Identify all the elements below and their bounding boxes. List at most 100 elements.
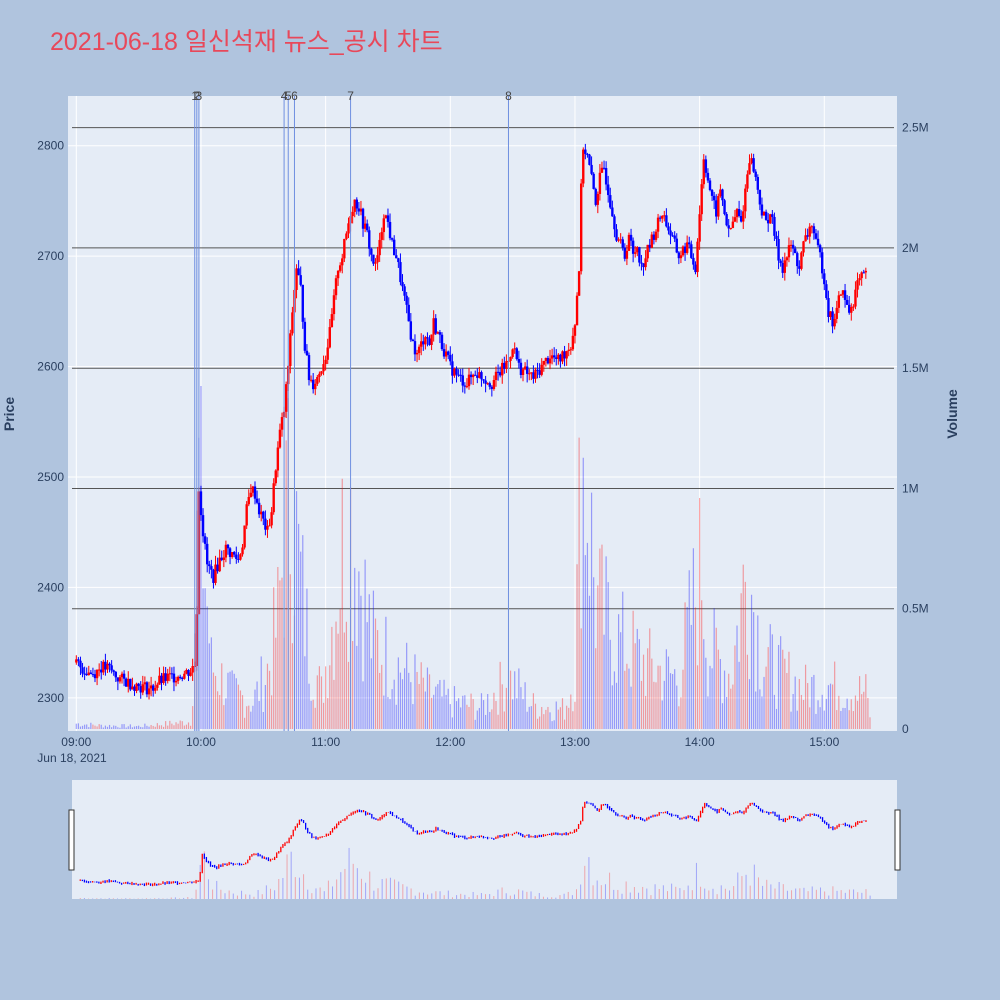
candle-body xyxy=(710,190,714,196)
candle-body xyxy=(264,518,267,530)
candle-body xyxy=(540,364,543,375)
candle-body xyxy=(139,686,142,693)
candle-body xyxy=(552,355,556,358)
candle-body xyxy=(557,354,560,359)
candle-body xyxy=(482,379,485,381)
candle-body xyxy=(848,304,851,313)
candle-body xyxy=(440,334,444,350)
candle-body xyxy=(305,350,309,356)
slider-handle-right[interactable] xyxy=(894,809,901,871)
volume-tick-label: 0 xyxy=(902,722,909,736)
candle-body xyxy=(276,447,280,471)
candle-body xyxy=(106,663,109,670)
candle-body xyxy=(154,687,157,691)
candle-body xyxy=(667,226,670,231)
candle-body xyxy=(673,235,676,239)
candle-body xyxy=(521,369,525,375)
candle-body xyxy=(704,159,708,173)
candle-body xyxy=(654,231,658,240)
candle-body xyxy=(492,380,496,389)
range-slider[interactable] xyxy=(72,780,897,899)
candle-body xyxy=(715,200,718,217)
candle-body xyxy=(808,226,811,237)
candle-body xyxy=(661,216,664,219)
candle-body xyxy=(721,189,724,201)
candle-body xyxy=(178,676,182,678)
candle-body xyxy=(850,307,853,313)
candle-body xyxy=(814,233,818,239)
candle-body xyxy=(422,341,425,345)
candle-body xyxy=(575,295,579,326)
candle-body xyxy=(237,558,240,560)
candle-body xyxy=(309,379,313,381)
candle-body xyxy=(494,371,498,381)
price-tick-label: 2800 xyxy=(37,139,64,153)
candle-body xyxy=(669,230,672,236)
candle-body xyxy=(764,211,768,220)
candle-body xyxy=(220,557,223,560)
candle-body xyxy=(170,673,174,675)
candle-body xyxy=(854,289,857,307)
candle-body xyxy=(405,295,408,305)
candle-body xyxy=(224,544,228,558)
candle-body xyxy=(737,209,741,217)
candle-body xyxy=(821,252,824,274)
candle-body xyxy=(449,354,452,362)
candle-body xyxy=(332,295,336,315)
candle-body xyxy=(806,235,809,237)
candle-body xyxy=(95,669,99,679)
candle-body xyxy=(149,685,153,689)
candle-body xyxy=(353,199,356,212)
candle-body xyxy=(401,282,404,287)
candle-body xyxy=(609,195,612,208)
candle-body xyxy=(519,362,523,375)
candle-body xyxy=(617,239,620,241)
candle-body xyxy=(594,188,597,205)
candle-body xyxy=(162,673,165,683)
candle-body xyxy=(658,217,662,219)
candle-body xyxy=(611,207,614,217)
candle-body xyxy=(719,189,722,196)
news-marker-label: 2 xyxy=(193,89,200,103)
candle-body xyxy=(671,235,674,237)
candle-body xyxy=(634,252,637,254)
candle-body xyxy=(550,355,554,359)
candle-body xyxy=(501,362,504,376)
candle-body xyxy=(172,673,176,683)
candle-body xyxy=(297,268,300,276)
candle-body xyxy=(324,359,327,365)
candle-body xyxy=(802,241,805,253)
candle-body xyxy=(403,286,406,296)
candle-body xyxy=(467,374,471,387)
candle-body xyxy=(413,341,417,355)
candle-body xyxy=(579,183,583,272)
time-tick-label: 13:00 xyxy=(560,735,590,749)
candle-body xyxy=(544,357,548,361)
candle-body xyxy=(798,266,801,269)
candle-body xyxy=(733,217,737,222)
candle-body xyxy=(465,386,469,388)
candle-body xyxy=(253,486,257,499)
candle-body xyxy=(247,496,250,505)
candle-body xyxy=(852,306,855,308)
candle-body xyxy=(395,255,398,259)
time-tick-label: 10:00 xyxy=(186,735,216,749)
candle-body xyxy=(226,544,230,549)
candle-body xyxy=(181,677,184,679)
candle-body xyxy=(621,239,624,248)
candle-body xyxy=(841,290,845,295)
candle-body xyxy=(679,255,683,259)
volume-tick-label: 1M xyxy=(902,481,919,495)
candle-body xyxy=(843,290,847,300)
candle-body xyxy=(598,172,602,194)
candle-body xyxy=(677,252,681,259)
candle-body xyxy=(243,525,246,548)
slider-handle-left[interactable] xyxy=(68,809,75,871)
candle-body xyxy=(79,660,82,668)
candle-body xyxy=(640,262,643,264)
candle-body xyxy=(463,385,467,387)
candle-body xyxy=(665,215,668,227)
candle-body xyxy=(469,374,473,378)
price-tick-label: 2600 xyxy=(37,360,64,374)
